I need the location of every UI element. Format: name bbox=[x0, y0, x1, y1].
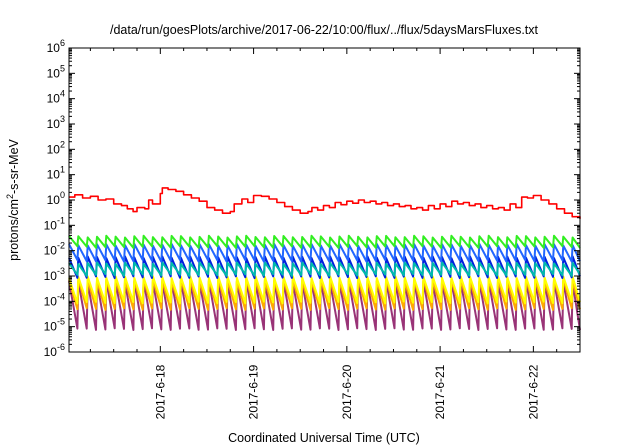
x-tick-label: 2017-6-19 bbox=[247, 364, 261, 419]
y-tick-label: 10-2 bbox=[44, 241, 65, 258]
y-tick-label: 101 bbox=[47, 165, 65, 182]
y-tick-label: 10-4 bbox=[44, 291, 65, 308]
series-line-1 bbox=[68, 234, 581, 249]
x-tick-label: 2017-6-18 bbox=[153, 364, 167, 419]
plot-frame bbox=[68, 47, 581, 353]
y-axis-title-superscript: 2 bbox=[5, 194, 15, 199]
y-tick-label: 10-6 bbox=[44, 342, 65, 359]
x-tick-label: 2017-6-20 bbox=[340, 364, 354, 419]
y-tick-label: 100 bbox=[47, 190, 65, 207]
y-axis-title-suffix: -s-sr-MeV bbox=[7, 138, 21, 194]
y-tick-label: 104 bbox=[47, 89, 65, 106]
series-line-7 bbox=[68, 279, 581, 331]
x-axis-title: Coordinated Universal Time (UTC) bbox=[228, 431, 420, 445]
y-tick-label: 102 bbox=[47, 139, 65, 156]
series-line-6 bbox=[68, 278, 581, 311]
x-tick-label: 2017-6-22 bbox=[526, 364, 540, 419]
y-tick-label: 105 bbox=[47, 63, 65, 80]
y-tick-label: 106 bbox=[47, 38, 65, 55]
y-axis-title-prefix: protons/cm bbox=[7, 199, 21, 261]
x-axis-ticks: 2017-6-18 2017-6-19 2017-6-20 2017-6-21 2017… bbox=[89, 48, 558, 419]
data-series-layer bbox=[68, 187, 581, 331]
y-tick-label: 10-5 bbox=[44, 317, 65, 334]
x-tick-label: 2017-6-21 bbox=[433, 364, 447, 419]
series-line-0 bbox=[69, 187, 581, 219]
y-tick-label: 10-1 bbox=[44, 215, 65, 232]
y-tick-label: 103 bbox=[47, 114, 65, 131]
y-axis-title: protons/cm2-s-sr-MeV bbox=[5, 138, 21, 260]
series-line-2 bbox=[68, 243, 581, 263]
series-line-3 bbox=[68, 261, 581, 277]
y-axis-ticks: 106 105 104 103 102 101 100 10-1 10-2 10-3 10-4 10-… bbox=[44, 38, 580, 359]
series-line-5 bbox=[68, 275, 581, 305]
y-tick-label: 10-3 bbox=[44, 266, 65, 283]
chart-title: /data/run/goesPlots/archive/2017-06-22/1… bbox=[110, 23, 539, 37]
